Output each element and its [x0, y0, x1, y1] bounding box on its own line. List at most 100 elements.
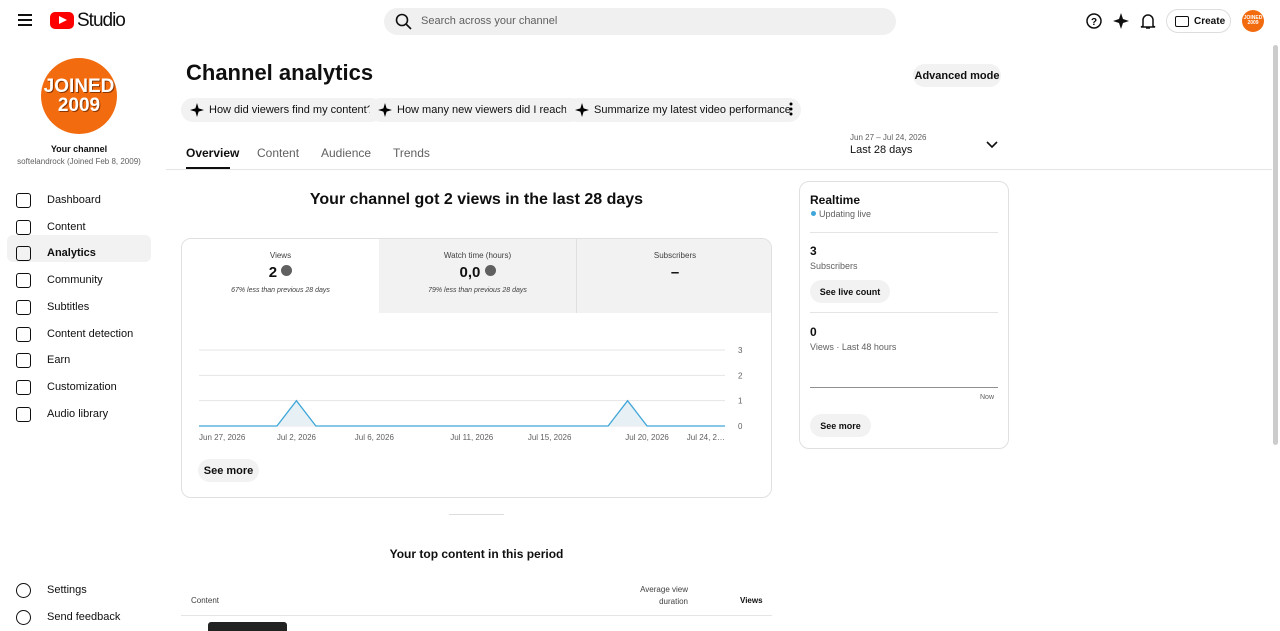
subs-value: 3 [810, 244, 817, 258]
nav-icon [16, 326, 31, 342]
see-more-button[interactable]: See more [810, 414, 871, 437]
x-tick-label: Jun 27, 2026 [199, 433, 246, 442]
create-label: Create [1194, 16, 1226, 27]
nav-item[interactable]: Subtitles [47, 300, 90, 313]
metric-value: – [670, 264, 680, 281]
x-tick-label: Jul 2, 2026 [277, 433, 317, 442]
advanced-mode-button[interactable]: Advanced mode [913, 64, 1001, 87]
now-label: Now [980, 394, 995, 401]
logo-icon[interactable] [50, 12, 74, 29]
video-thumbnail[interactable] [208, 622, 287, 631]
y-tick-label: 3 [738, 346, 743, 355]
nav-item[interactable]: Analytics [47, 247, 96, 260]
nav-item[interactable]: Earn [47, 354, 71, 367]
realtime-title: Realtime [810, 193, 861, 207]
nav-item[interactable]: Customization [47, 380, 117, 393]
tab-indicator [186, 167, 230, 169]
nav-icon [16, 406, 31, 422]
sparkle-icon [575, 103, 589, 117]
metric-value: 0,0 [379, 264, 576, 281]
nav-icon [16, 246, 31, 262]
x-tick-label: Jul 15, 2026 [528, 433, 572, 442]
search-placeholder: Search across your channel [421, 15, 558, 27]
tab[interactable]: Trends [393, 146, 430, 160]
metric-tab[interactable]: Watch time (hours) 0,0 79% less than prev… [379, 239, 576, 313]
table-header[interactable]: Views [740, 596, 763, 605]
metric-note: 79% less than previous 28 days [428, 287, 527, 294]
x-tick-label: Jul 6, 2026 [355, 433, 395, 442]
header-icons[interactable]: ? [1086, 12, 1166, 30]
nav-item[interactable]: Community [47, 274, 103, 287]
metric-note: 67% less than previous 28 days [231, 287, 330, 294]
nav-item[interactable]: Content [47, 220, 86, 233]
sparkle-icon [378, 103, 392, 117]
metric-tab[interactable]: Subscribers – [576, 239, 771, 313]
date-range: Jun 27 – Jul 24, 2026 [850, 133, 927, 142]
avatar-line: 2009 [57, 95, 101, 116]
separator [449, 514, 504, 515]
nav-icon [16, 353, 31, 369]
tab[interactable]: Audience [321, 146, 372, 160]
prompt-chip[interactable]: How many new viewers did I reach? [369, 98, 584, 122]
prompt-text: How many new viewers did I reach? [397, 104, 574, 116]
nav-icon [16, 299, 31, 315]
prompt-chip[interactable]: Summarize my latest video performance [566, 98, 801, 122]
prompt-chip[interactable]: How did viewers find my content? [181, 98, 383, 122]
mini-chart-axis [810, 387, 998, 388]
nav-item[interactable]: Dashboard [47, 194, 101, 206]
nav-icon [16, 193, 31, 208]
scrollbar[interactable] [1273, 45, 1278, 445]
nav-icon [16, 219, 31, 235]
channel-avatar[interactable]: JOINED 2009 [41, 58, 117, 134]
divider [810, 312, 998, 313]
avatar-line: 2009 [1247, 20, 1259, 26]
nav-item[interactable]: Audio library [47, 407, 109, 420]
live-count-button[interactable]: See live count [810, 280, 890, 303]
nav-item[interactable]: Send feedback [47, 611, 121, 623]
area [199, 400, 725, 426]
channel-name: softelandrock (Joined Feb 8, 2009) [17, 157, 141, 166]
logo-text[interactable]: Studio [77, 10, 126, 31]
tab[interactable]: Overview [186, 146, 240, 160]
date-dropdown[interactable] [986, 141, 998, 149]
x-tick-label: Jul 11, 2026 [450, 433, 494, 442]
divider [166, 169, 1272, 170]
metric-tab[interactable]: Views 2 67% less than previous 28 days [182, 239, 379, 313]
sparkle-icon [190, 103, 204, 117]
y-tick-label: 1 [738, 397, 743, 406]
menu-button[interactable] [18, 14, 32, 26]
page-title: Channel analytics [186, 60, 374, 85]
table-header[interactable]: Average view duration [640, 585, 688, 606]
nav-item[interactable]: Content detection [47, 327, 134, 340]
x-tick-label: Jul 20, 2026 [625, 433, 669, 442]
see-more-button[interactable]: See more [198, 459, 259, 482]
svg-text:?: ? [1091, 17, 1097, 28]
table-divider [181, 615, 772, 616]
top-content-title: Your top content in this period [389, 547, 564, 561]
nav-icon [16, 610, 31, 625]
views-label: Views · Last 48 hours [810, 342, 897, 352]
nav-icon [16, 379, 31, 395]
more-icon[interactable] [788, 101, 794, 117]
realtime-card: Realtime Updating live 3 Subscribers See… [799, 181, 1009, 449]
headline: Your channel got 2 views in the last 28 … [309, 191, 644, 208]
table-header: Content [191, 596, 220, 605]
metric-label: Watch time (hours) [443, 251, 512, 260]
account-avatar[interactable]: JOINED 2009 [1242, 10, 1264, 32]
y-tick-label: 2 [738, 371, 743, 380]
channel-label: Your channel [50, 144, 108, 154]
metric-label: Views [269, 251, 292, 260]
x-tick-label: Jul 24, 2… [687, 433, 725, 442]
avatar-line: JOINED [1243, 15, 1263, 21]
tab[interactable]: Content [257, 146, 300, 160]
realtime-status: Updating live [819, 209, 872, 219]
nav-active-bg [7, 235, 151, 262]
nav-item[interactable]: Settings [47, 584, 87, 596]
date-period[interactable]: Last 28 days [850, 144, 913, 156]
avatar-line: JOINED [43, 76, 115, 97]
metric-label: Subscribers [653, 251, 697, 260]
metric-value: 2 [182, 264, 379, 281]
create-button[interactable]: Create [1166, 9, 1231, 33]
nav-icon [16, 583, 31, 598]
search-box[interactable]: Search across your channel [384, 8, 896, 35]
